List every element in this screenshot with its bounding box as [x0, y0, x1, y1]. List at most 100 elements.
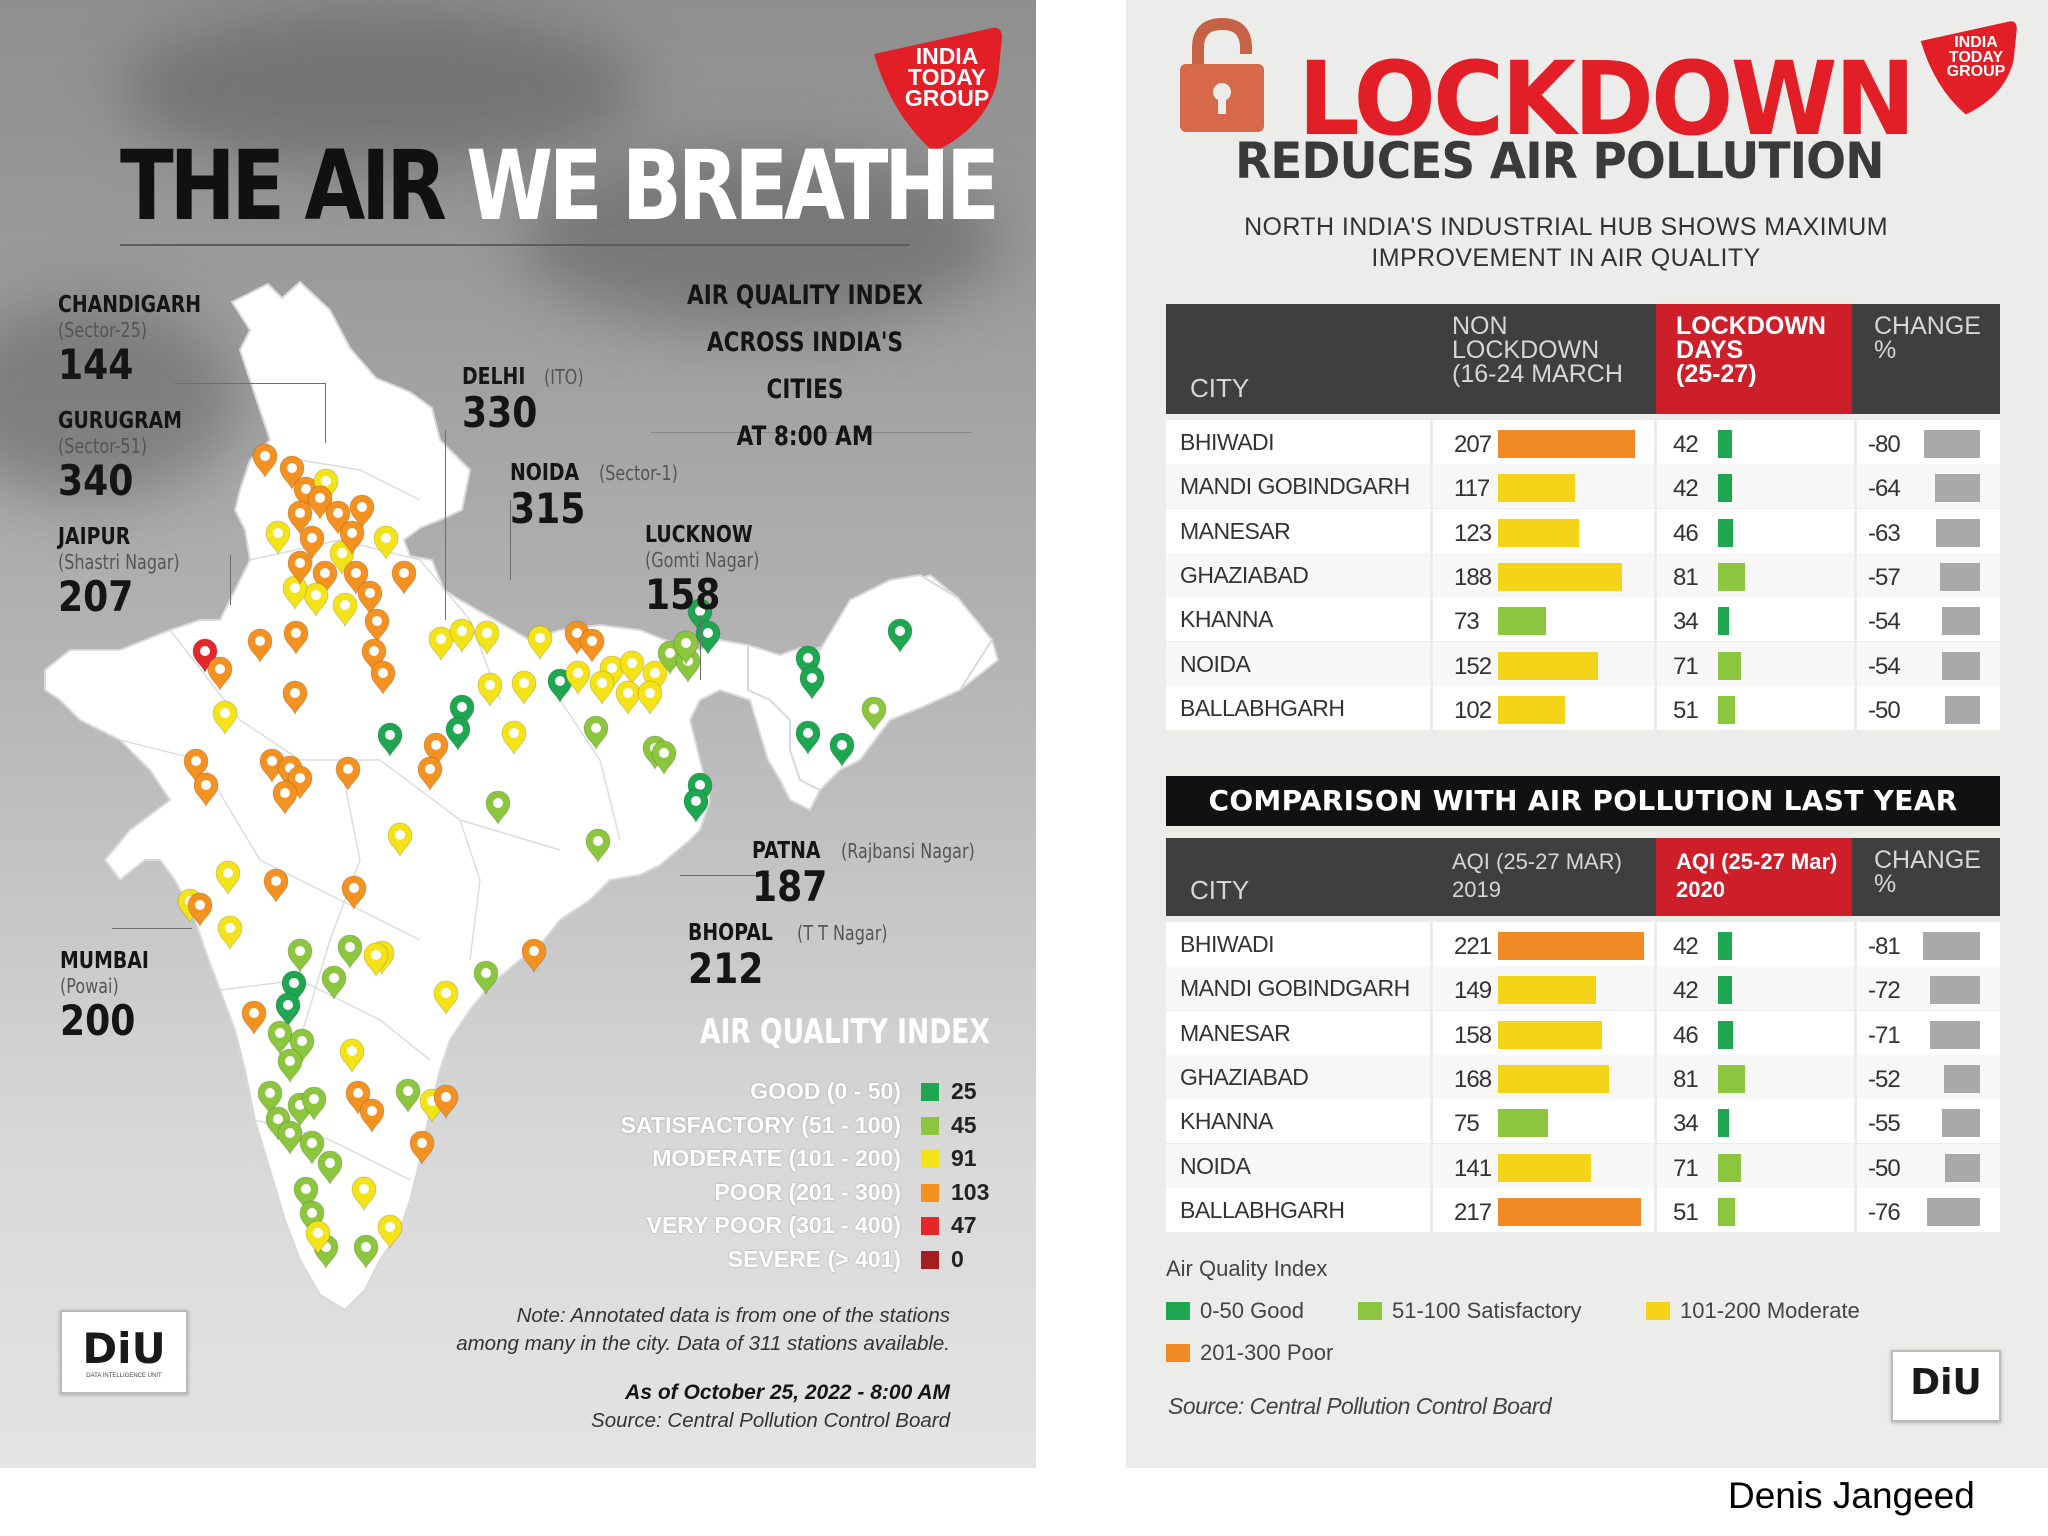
column-divider	[1854, 641, 1857, 686]
india-today-logo	[874, 27, 1002, 152]
header-line: 2020	[1676, 877, 1725, 902]
bar-change	[1924, 430, 1980, 458]
bar-value-2	[1718, 1197, 1735, 1226]
logo-word: GROUP	[1946, 63, 2006, 81]
table-row: BHIWADI 221 42 -81	[1166, 922, 2000, 966]
legend-label: SEVERE (> 401)	[727, 1245, 901, 1272]
station-marker-dot	[347, 528, 357, 538]
station-marker-dot	[593, 836, 603, 846]
station-marker-dot	[385, 730, 395, 740]
city-name: MUMBAI	[60, 948, 149, 974]
diu-logo-text: DiU	[1910, 1362, 1982, 1403]
column-divider	[1854, 1010, 1857, 1055]
bar-value-2	[1718, 1020, 1734, 1049]
station-marker-dot	[417, 1138, 427, 1148]
header-line: 2019	[1452, 877, 1501, 902]
legend-swatch	[1166, 1302, 1190, 1320]
station-marker-dot	[509, 728, 519, 738]
station-marker-dot	[627, 658, 637, 668]
station-marker-dot	[529, 946, 539, 956]
leader-line	[680, 875, 770, 876]
station-marker-dot	[441, 1092, 451, 1102]
header-line: NON	[1452, 312, 1508, 340]
station-marker-dot	[381, 533, 391, 543]
logo-word: TODAY	[908, 64, 986, 91]
cell-value-2: 51	[1673, 696, 1699, 724]
station-marker-dot	[482, 628, 492, 638]
diu-logo: DiU	[1891, 1350, 2001, 1422]
legend-swatch	[921, 1083, 939, 1101]
station-marker-dot	[349, 883, 359, 893]
station-marker-dot	[347, 1046, 357, 1056]
state-border	[299, 459, 421, 501]
station-marker-dot	[295, 773, 305, 783]
column-divider	[1854, 1054, 1857, 1099]
station-marker-dot	[353, 1088, 363, 1098]
cell-value-1: 75	[1454, 1110, 1480, 1138]
station-marker-dot	[441, 988, 451, 998]
cell-value-1: 207	[1454, 431, 1492, 458]
bar-change	[1935, 474, 1980, 503]
station-marker-dot	[607, 663, 617, 673]
station-marker-dot	[597, 678, 607, 688]
station-marker-dot	[869, 704, 879, 714]
cell-value-1: 168	[1454, 1065, 1492, 1093]
source-credit: Source: Central Pollution Control Board	[591, 1409, 950, 1432]
station-marker-dot	[267, 756, 277, 766]
as-of-timestamp: As of October 25, 2022 - 8:00 AM	[625, 1381, 950, 1404]
aqi-legend-title: AIR QUALITY INDEX	[700, 1012, 990, 1052]
india-today-logo	[1920, 21, 2017, 115]
city-name: GURUGRAM	[58, 408, 182, 434]
aqi-legend-row: SEVERE (> 401) 0	[616, 1246, 1036, 1280]
legend-item-moderate: 101-200 Moderate	[1646, 1298, 1860, 1326]
cell-change: -64	[1868, 475, 1901, 503]
station-marker-dot	[200, 646, 210, 656]
cloud-shade	[0, 300, 240, 500]
cell-change: -57	[1868, 563, 1901, 591]
station-marker-dot	[803, 653, 813, 663]
column-divider	[1854, 1143, 1857, 1188]
legend-item-poor: 201-300 Poor	[1166, 1340, 1333, 1368]
station-marker-dot	[295, 508, 305, 518]
cell-value-2: 46	[1673, 519, 1699, 547]
station-marker-dot	[275, 1028, 285, 1038]
column-divider	[1654, 597, 1657, 642]
table-row: BALLABHGARH 102 51 -50	[1166, 685, 2000, 730]
bar-value-1	[1498, 1064, 1609, 1093]
bar-value-2	[1718, 607, 1730, 636]
city-aqi: 340	[58, 456, 134, 505]
header-non-lockdown: NON LOCKDOWN (16-24 MARCH	[1432, 304, 1654, 414]
cell-city: NOIDA	[1180, 1152, 1251, 1179]
station-marker-dot	[201, 780, 211, 790]
legend-label: VERY POOR (301 - 400)	[646, 1212, 901, 1238]
legend-label: 0-50 Good	[1200, 1298, 1304, 1323]
cell-value-1: 152	[1454, 652, 1492, 680]
column-divider	[1430, 922, 1433, 966]
station-marker-dot	[703, 628, 713, 638]
legend-item-satisfactory: 51-100 Satisfactory	[1358, 1298, 1582, 1326]
station-marker-dot	[367, 1106, 377, 1116]
bar-value-1	[1498, 976, 1597, 1005]
cell-value-2: 71	[1673, 1154, 1699, 1182]
bar-value-2	[1718, 474, 1732, 503]
cell-city: BALLABHGARH	[1180, 694, 1345, 721]
column-divider	[1430, 966, 1433, 1011]
bar-change	[1923, 932, 1980, 960]
column-divider	[1654, 1099, 1657, 1144]
station-marker-dot	[623, 688, 633, 698]
column-divider	[1854, 464, 1857, 509]
header-aqi-2019: AQI (25-27 MAR) 2019	[1432, 838, 1654, 916]
padlock-icon	[1180, 17, 1264, 132]
city-station: (Shastri Nagar)	[58, 550, 180, 574]
cell-value-2: 81	[1673, 563, 1699, 591]
city-name: DELHI	[462, 364, 526, 390]
bar-value-1	[1498, 1197, 1642, 1226]
state-border	[459, 819, 481, 961]
legend-label: 51-100 Satisfactory	[1392, 1298, 1582, 1323]
legend-swatch	[921, 1116, 939, 1135]
bar-value-2	[1718, 1109, 1730, 1138]
legend-count: 47	[951, 1212, 977, 1238]
city-station: (Gomti Nagar)	[645, 548, 760, 572]
city-aqi: 207	[58, 572, 134, 621]
column-divider	[1430, 597, 1433, 642]
